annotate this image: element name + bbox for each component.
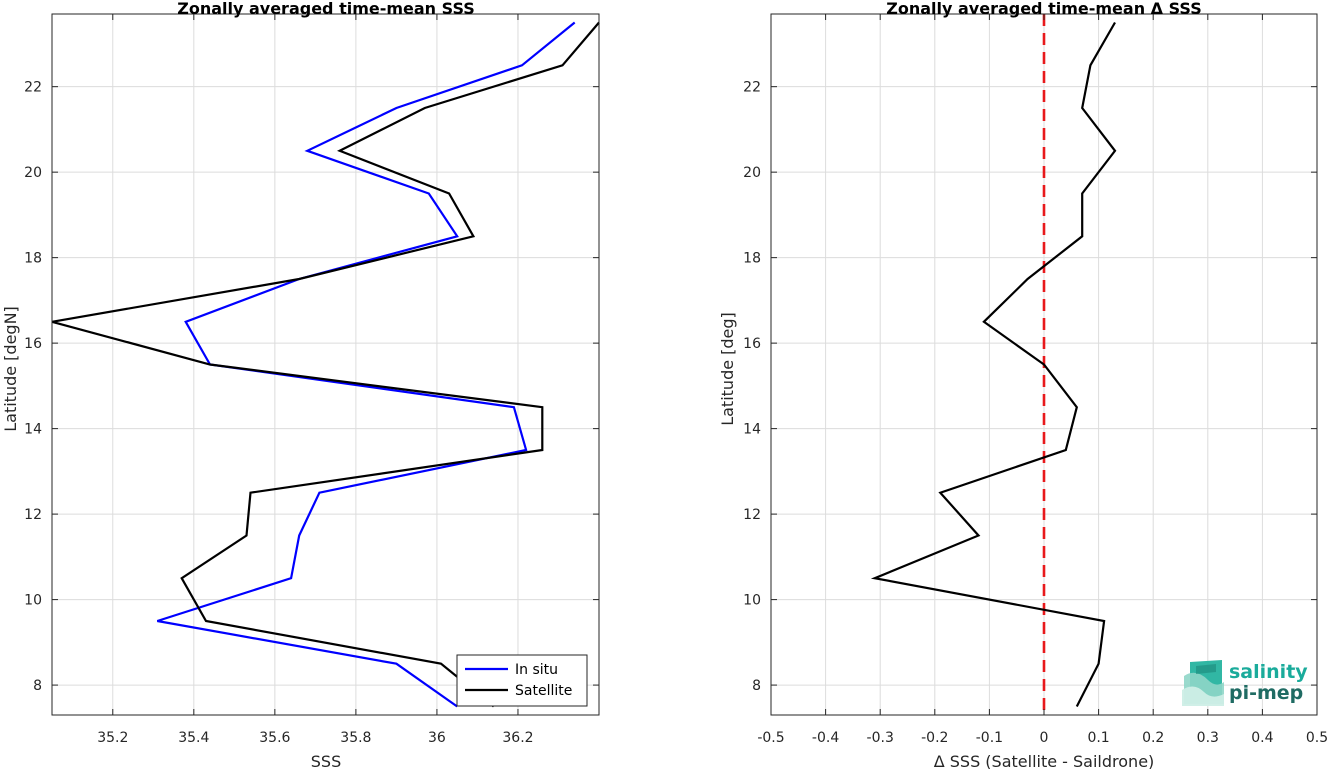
y-tick-label: 20 (743, 165, 761, 181)
y-tick-label: 8 (752, 678, 761, 694)
y-tick-label: 18 (743, 251, 761, 267)
x-tick-label: 36 (428, 730, 446, 746)
legend: In situ Satellite (456, 654, 588, 707)
y-tick-label: 16 (743, 336, 761, 352)
y-axis-label: Latitude [degN] (1, 306, 20, 432)
logo-text-pi-mep: pi-mep (1229, 682, 1303, 704)
axes-box-sss (51, 13, 600, 716)
y-tick-label: 14 (24, 422, 42, 438)
grid-sss (52, 14, 599, 715)
y-tick-label: 22 (24, 80, 42, 96)
y-tick-label: 12 (743, 507, 761, 523)
x-axis-label: SSS (311, 752, 341, 769)
y-tick-label: 12 (24, 507, 42, 523)
y-tick-label: 22 (743, 80, 761, 96)
x-tick-label: 35.8 (340, 730, 371, 746)
x-tick-label: 0.2 (1142, 730, 1164, 746)
y-tick-label: 16 (24, 336, 42, 352)
y-tick-label: 10 (24, 593, 42, 609)
x-axis-label: Δ SSS (Satellite - Saildrone) (934, 752, 1155, 769)
legend-box (456, 654, 588, 707)
x-tick-label: 36.2 (502, 730, 533, 746)
x-tick-label: 35.2 (97, 730, 128, 746)
x-tick-label: -0.3 (867, 730, 894, 746)
plot-area-sss (52, 14, 599, 715)
series-group-sss (51, 21, 600, 708)
legend-label-satellite: Satellite (515, 683, 572, 699)
x-tick-label: -0.5 (757, 730, 784, 746)
logo-text-salinity: salinity (1229, 661, 1308, 683)
chart-title: Zonally averaged time-mean Δ SSS (886, 0, 1202, 18)
chart-title: Zonally averaged time-mean SSS (177, 0, 475, 18)
y-tick-label: 8 (33, 678, 42, 694)
panel-sss: 35.2 35.4 35.6 35.8 36 36.2 8 10 12 14 16 18 20 22 Zo… (1, 0, 600, 769)
legend-label-in-situ: In situ (515, 662, 558, 678)
salinity-pi-mep-logo: salinity pi-mep (1182, 660, 1308, 706)
ticks-sss: 35.2 35.4 35.6 35.8 36 36.2 8 10 12 14 16 18 20 22 (24, 14, 599, 746)
y-tick-label: 18 (24, 251, 42, 267)
ticks-delta-sss: -0.5 -0.4 -0.3 -0.2 -0.1 0 0.1 0.2 0.3 0.4 0.5 8 10 1… (743, 14, 1328, 746)
x-tick-label: 0.4 (1251, 730, 1273, 746)
x-tick-label: 0 (1040, 730, 1049, 746)
x-tick-label: 0.1 (1087, 730, 1109, 746)
x-tick-label: 35.6 (259, 730, 290, 746)
x-tick-label: -0.4 (812, 730, 839, 746)
panel-delta-sss: -0.5 -0.4 -0.3 -0.2 -0.1 0 0.1 0.2 0.3 0.4 0.5 8 10 1… (718, 0, 1328, 769)
y-tick-label: 20 (24, 165, 42, 181)
x-tick-label: 0.3 (1197, 730, 1219, 746)
series-line-satellite (51, 21, 600, 708)
series-group-delta-sss (870, 21, 1117, 707)
logo-mark-icon (1182, 660, 1224, 706)
series-line-delta-sss (870, 21, 1117, 707)
y-tick-label: 14 (743, 422, 761, 438)
x-tick-label: -0.1 (976, 730, 1003, 746)
y-tick-label: 10 (743, 593, 761, 609)
x-tick-label: -0.2 (921, 730, 948, 746)
y-axis-label: Latitude [deg] (718, 312, 737, 426)
x-tick-label: 35.4 (178, 730, 209, 746)
x-tick-label: 0.5 (1306, 730, 1328, 746)
